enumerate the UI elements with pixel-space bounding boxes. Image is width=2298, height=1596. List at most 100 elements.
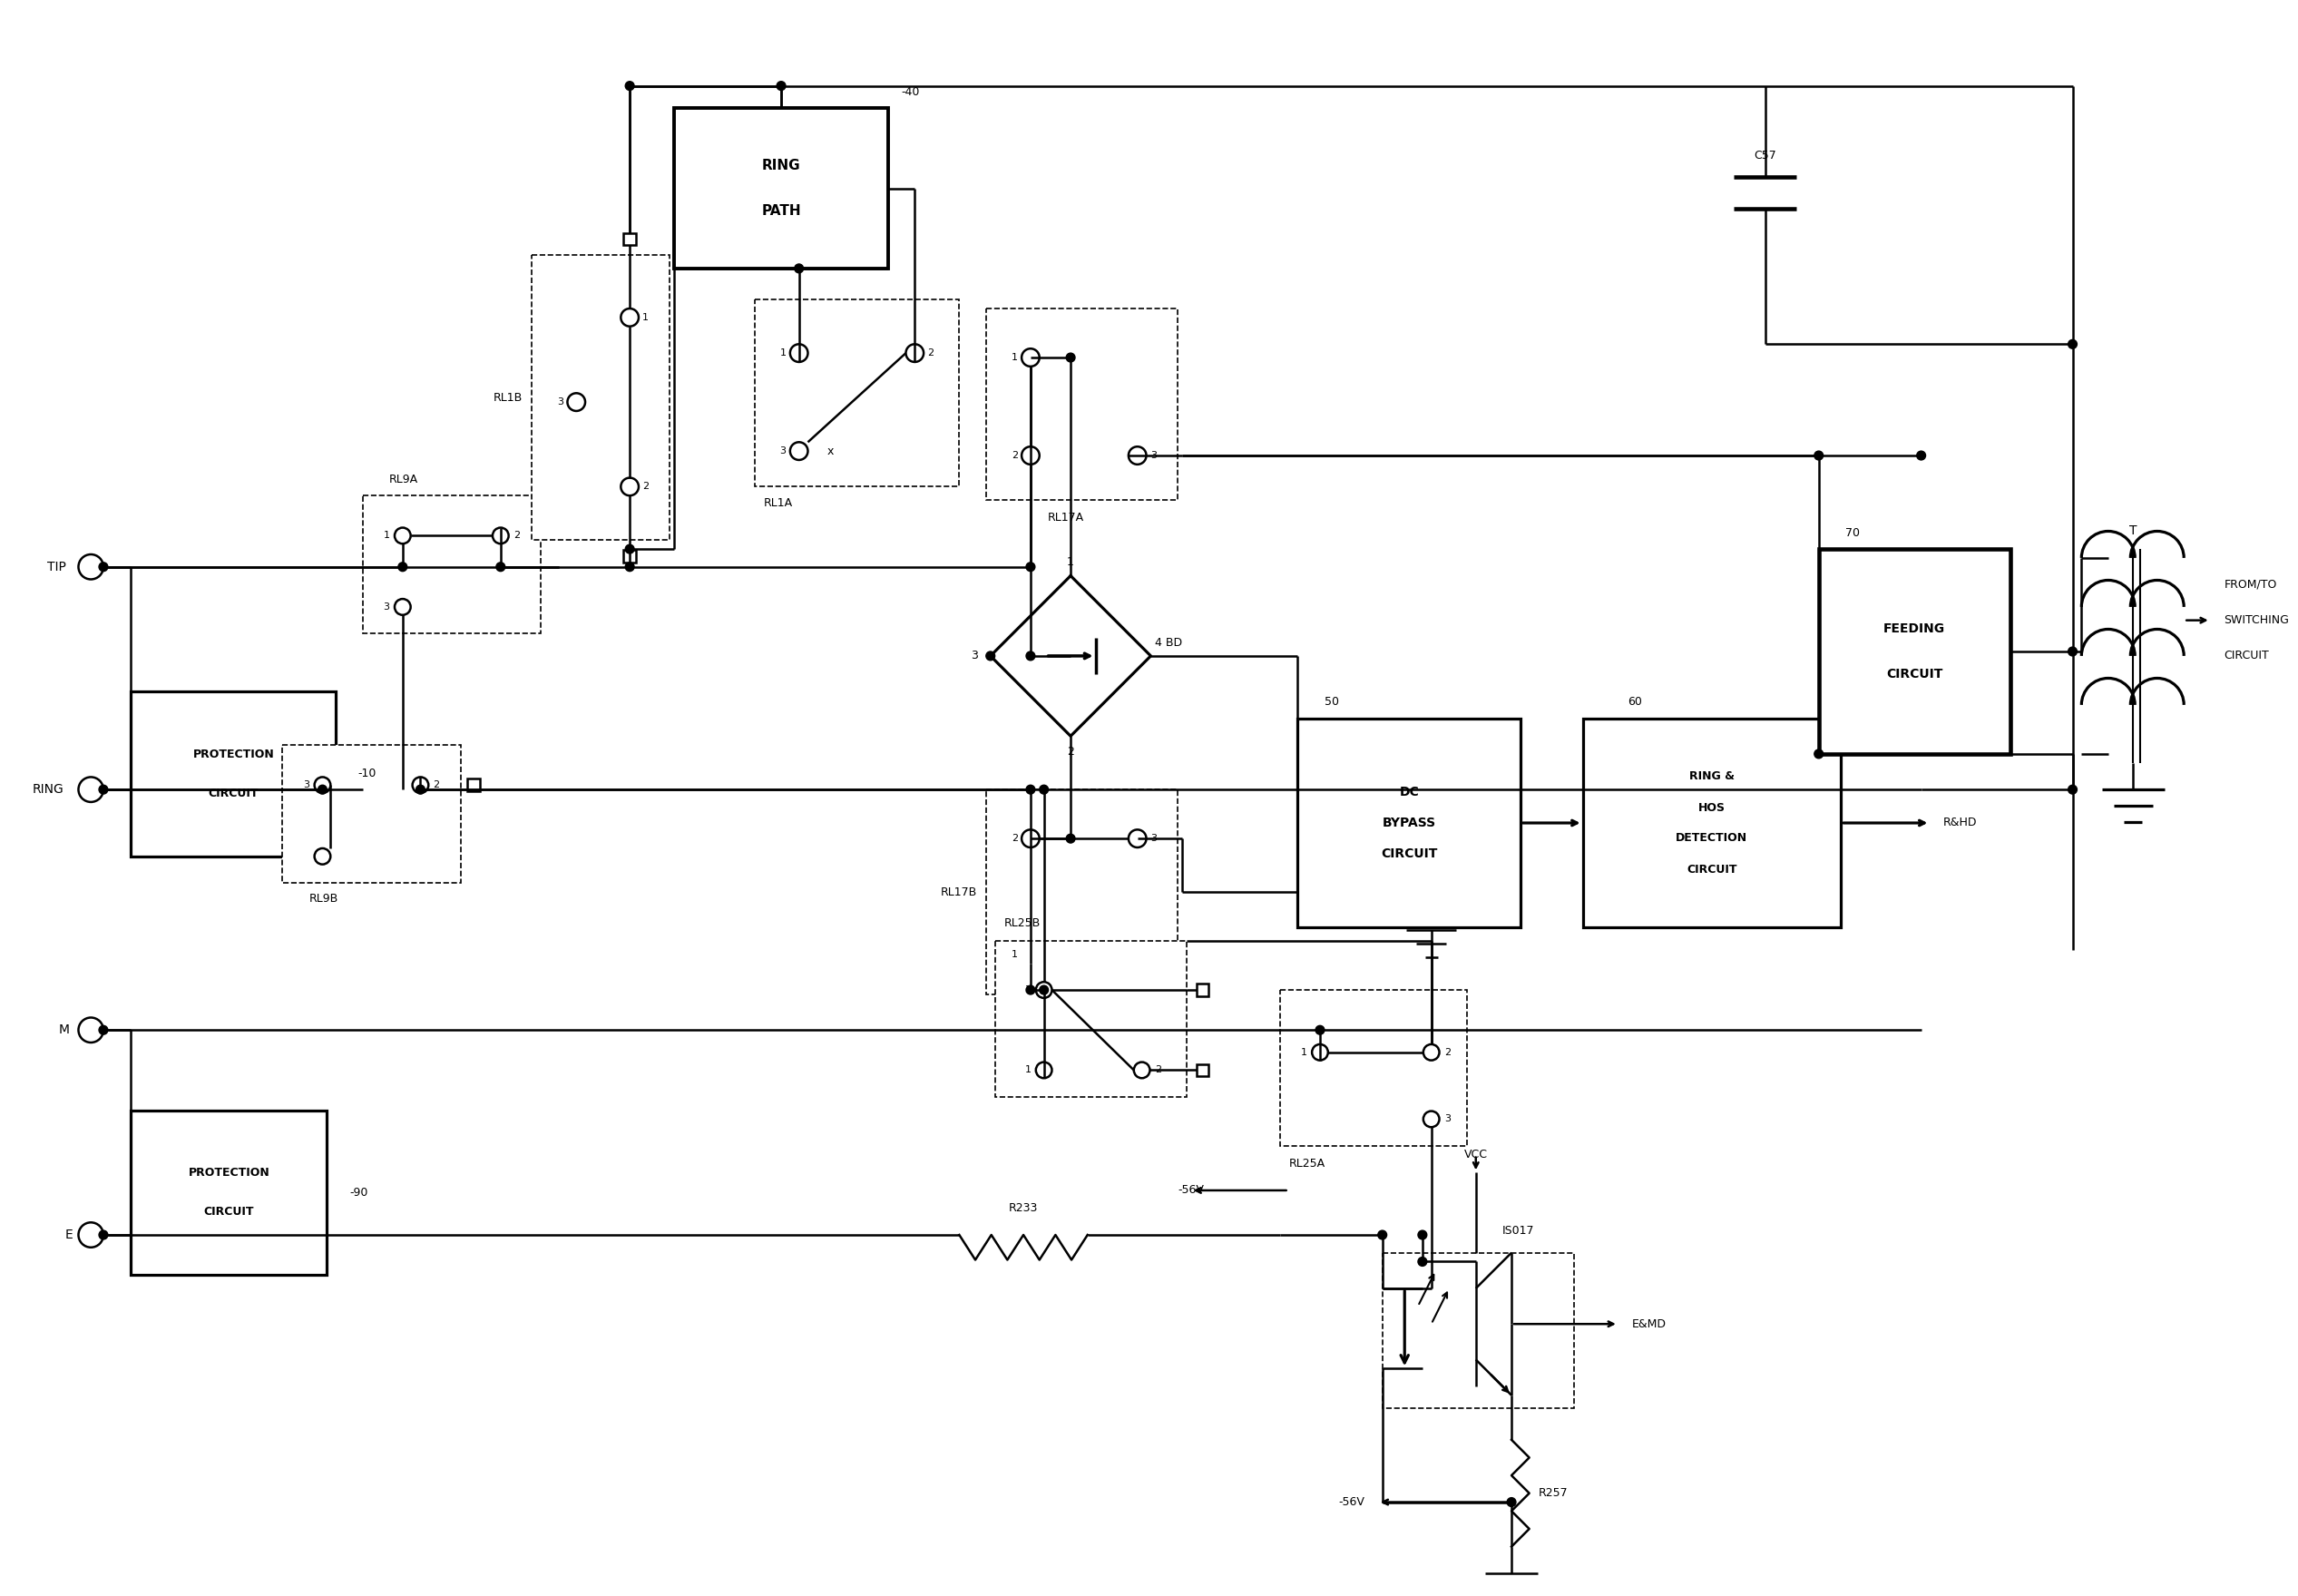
Circle shape <box>1379 1231 1386 1240</box>
Bar <box>986 790 1177 994</box>
Circle shape <box>398 785 407 793</box>
Text: RL1A: RL1A <box>763 496 793 509</box>
Circle shape <box>1039 985 1048 994</box>
Text: CIRCUIT: CIRCUIT <box>205 1207 255 1218</box>
Text: 3: 3 <box>970 650 979 662</box>
Circle shape <box>99 1026 108 1034</box>
Text: 2: 2 <box>434 780 439 790</box>
Bar <box>995 942 1186 1096</box>
Circle shape <box>795 263 804 273</box>
Text: PROTECTION: PROTECTION <box>188 1167 269 1179</box>
Text: PROTECTION: PROTECTION <box>193 749 273 760</box>
Bar <box>1197 983 1209 996</box>
Bar <box>531 255 669 539</box>
Circle shape <box>1314 1026 1324 1034</box>
Text: M: M <box>60 1023 69 1036</box>
Circle shape <box>416 785 425 793</box>
Circle shape <box>496 562 506 571</box>
Text: R233: R233 <box>1009 1202 1039 1215</box>
Text: -56V: -56V <box>1179 1184 1204 1197</box>
Text: 3: 3 <box>1443 1114 1450 1124</box>
Text: 3: 3 <box>1025 985 1032 994</box>
Bar <box>623 233 637 246</box>
Text: T: T <box>2130 525 2137 538</box>
Circle shape <box>1418 1231 1427 1240</box>
Text: R&HD: R&HD <box>1944 817 1979 828</box>
Text: 2: 2 <box>1011 452 1018 460</box>
Bar <box>673 109 887 268</box>
Text: 1: 1 <box>643 313 648 322</box>
Text: RL25B: RL25B <box>1004 918 1041 929</box>
Text: SWITCHING: SWITCHING <box>2224 614 2289 626</box>
Text: 2: 2 <box>1443 1047 1450 1057</box>
Text: PATH: PATH <box>761 204 802 217</box>
Text: 1: 1 <box>1066 557 1073 568</box>
Text: 4 BD: 4 BD <box>1156 637 1183 648</box>
Circle shape <box>986 651 995 661</box>
Text: CIRCUIT: CIRCUIT <box>1887 667 1942 680</box>
Text: x: x <box>827 445 834 456</box>
Text: C57: C57 <box>1753 150 1776 161</box>
Bar <box>1280 990 1466 1146</box>
Text: FROM/TO: FROM/TO <box>2224 579 2277 591</box>
Circle shape <box>777 81 786 91</box>
Text: CIRCUIT: CIRCUIT <box>209 788 260 800</box>
Text: CIRCUIT: CIRCUIT <box>1381 847 1436 860</box>
Text: VCC: VCC <box>1464 1149 1487 1160</box>
Bar <box>754 300 958 487</box>
Circle shape <box>625 544 634 554</box>
Bar <box>1197 1065 1209 1076</box>
Text: 50: 50 <box>1324 696 1340 709</box>
Circle shape <box>2068 646 2077 656</box>
Text: 1: 1 <box>1025 1066 1032 1074</box>
Text: CIRCUIT: CIRCUIT <box>2224 650 2268 662</box>
Text: 2: 2 <box>512 531 519 539</box>
Text: RING: RING <box>763 160 800 172</box>
Text: -56V: -56V <box>1337 1495 1365 1508</box>
Text: FEEDING: FEEDING <box>1884 622 1946 635</box>
Bar <box>283 745 460 883</box>
Circle shape <box>1066 353 1075 362</box>
Text: 1: 1 <box>779 348 786 358</box>
Text: HOS: HOS <box>1698 801 1726 814</box>
Bar <box>363 496 540 634</box>
Circle shape <box>1507 1497 1517 1507</box>
Circle shape <box>1418 1258 1427 1266</box>
Text: 70: 70 <box>1845 527 1859 539</box>
Text: BYPASS: BYPASS <box>1381 817 1436 830</box>
Text: R257: R257 <box>1537 1487 1567 1499</box>
Circle shape <box>1027 985 1034 994</box>
Circle shape <box>317 785 326 793</box>
Text: RL17A: RL17A <box>1048 512 1085 523</box>
Circle shape <box>2068 785 2077 793</box>
Text: TIP: TIP <box>48 560 67 573</box>
Text: RL25A: RL25A <box>1289 1157 1326 1170</box>
Text: 2: 2 <box>1154 1066 1160 1074</box>
Text: 2: 2 <box>643 482 648 492</box>
Text: 3: 3 <box>556 397 563 407</box>
Circle shape <box>1917 452 1926 460</box>
Circle shape <box>1039 785 1048 793</box>
Circle shape <box>99 1231 108 1240</box>
Circle shape <box>99 785 108 793</box>
Bar <box>1298 718 1521 927</box>
Text: CIRCUIT: CIRCUIT <box>1687 863 1737 875</box>
Bar <box>623 551 637 562</box>
Text: 3: 3 <box>303 780 310 790</box>
Text: 2: 2 <box>1066 747 1073 758</box>
Text: 3: 3 <box>384 602 391 611</box>
Text: E: E <box>64 1229 74 1242</box>
Text: 1: 1 <box>1011 353 1018 362</box>
Circle shape <box>625 81 634 91</box>
Text: 1: 1 <box>1011 950 1018 959</box>
Text: 2: 2 <box>928 348 933 358</box>
Circle shape <box>1815 452 1822 460</box>
Circle shape <box>1027 651 1034 661</box>
Text: -90: -90 <box>349 1187 368 1199</box>
Text: 3: 3 <box>779 447 786 455</box>
Text: DC: DC <box>1399 785 1418 798</box>
Text: RL17B: RL17B <box>940 886 977 899</box>
Bar <box>986 308 1177 500</box>
Text: DETECTION: DETECTION <box>1675 832 1749 844</box>
Bar <box>469 779 480 792</box>
